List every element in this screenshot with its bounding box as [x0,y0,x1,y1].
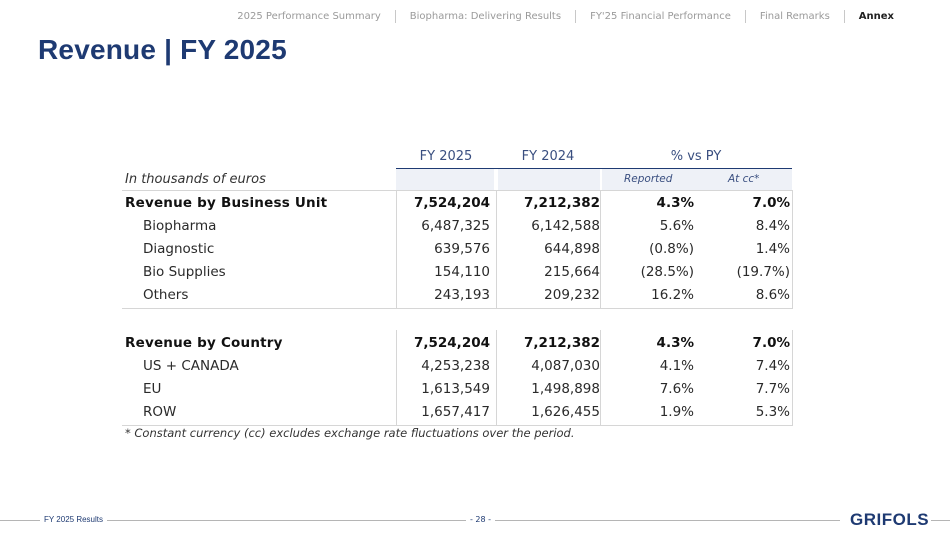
value-fy2025: 4,253,238 [421,358,490,374]
row-divider [122,425,793,426]
row-label: EU [143,381,162,397]
row-label: Revenue by Business Unit [125,195,328,211]
row-label: Bio Supplies [143,264,226,280]
footer-rule [0,520,840,521]
value-at-cc: (19.7%) [736,264,790,280]
table-row: ROW 1,657,417 1,626,455 1.9% 5.3% [122,401,794,424]
col-divider [600,330,601,425]
value-fy2024: 7,212,382 [523,335,600,351]
grifols-logo: GRIFOLS [848,510,932,530]
subheader-bg-pct [602,169,792,190]
value-at-cc: 7.7% [755,381,790,397]
value-fy2025: 7,524,204 [413,335,490,351]
value-fy2025: 639,576 [434,241,490,257]
value-reported: 16.2% [651,287,694,303]
value-fy2025: 6,487,325 [421,218,490,234]
value-at-cc: 7.0% [752,195,790,211]
value-at-cc: 8.4% [755,218,790,234]
value-reported: 5.6% [659,218,694,234]
value-fy2024: 6,142,588 [531,218,600,234]
value-reported: (0.8%) [649,241,694,257]
value-at-cc: 1.4% [755,241,790,257]
units-label: In thousands of euros [125,172,266,187]
value-fy2024: 4,087,030 [531,358,600,374]
page-number: - 28 - [466,515,496,524]
value-fy2025: 1,613,549 [421,381,490,397]
row-label: ROW [143,404,177,420]
header-underline [396,168,792,169]
subheader-bg-fy25 [396,169,494,190]
table-row: US + CANADA 4,253,238 4,087,030 4.1% 7.4… [122,355,794,378]
subheader-at-cc: At cc* [728,173,760,185]
footer-rule [920,520,950,521]
footnote: * Constant currency (cc) excludes exchan… [125,426,575,440]
value-reported: 7.6% [659,381,694,397]
value-fy2025: 1,657,417 [421,404,490,420]
value-fy2024: 644,898 [544,241,600,257]
value-reported: 4.3% [656,195,694,211]
header-fy2025: FY 2025 [419,149,473,164]
nav-item-performance-summary[interactable]: 2025 Performance Summary [237,11,381,22]
subheader-reported: Reported [624,173,673,185]
col-divider [496,190,497,308]
value-reported: (28.5%) [640,264,694,280]
value-fy2024: 7,212,382 [523,195,600,211]
row-divider [122,308,793,309]
table-row: Revenue by Country 7,524,204 7,212,382 4… [122,332,794,355]
row-divider [122,190,793,191]
table-row: Revenue by Business Unit 7,524,204 7,212… [122,192,794,215]
header-fy2024: FY 2024 [521,149,575,164]
col-divider [396,330,397,425]
row-label: Biopharma [143,218,217,234]
value-fy2024: 1,626,455 [531,404,600,420]
col-divider [792,330,793,425]
header-vs-py: % vs PY [670,149,722,164]
value-fy2025: 7,524,204 [413,195,490,211]
row-label: Diagnostic [143,241,215,257]
row-label: Others [143,287,189,303]
col-divider [396,190,397,308]
row-label: US + CANADA [143,358,239,374]
table-row: EU 1,613,549 1,498,898 7.6% 7.7% [122,378,794,401]
value-at-cc: 7.4% [755,358,790,374]
col-divider [600,190,601,308]
nav-item-annex[interactable]: Annex [843,10,908,23]
nav-item-final-remarks[interactable]: Final Remarks [744,10,844,23]
col-divider [496,330,497,425]
value-reported: 4.1% [659,358,694,374]
table-row: Biopharma 6,487,325 6,142,588 5.6% 8.4% [122,215,794,238]
value-reported: 4.3% [656,335,694,351]
value-at-cc: 5.3% [755,404,790,420]
table-row: Others 243,193 209,232 16.2% 8.6% [122,284,794,307]
page-title: Revenue | FY 2025 [38,34,287,65]
subheader-bg-fy24 [498,169,600,190]
section-nav: 2025 Performance Summary Biopharma: Deli… [223,10,908,23]
row-label: Revenue by Country [125,335,283,351]
value-fy2024: 1,498,898 [531,381,600,397]
nav-item-biopharma[interactable]: Biopharma: Delivering Results [394,10,575,23]
value-fy2024: 209,232 [544,287,600,303]
value-fy2025: 243,193 [434,287,490,303]
value-fy2025: 154,110 [434,264,490,280]
value-at-cc: 8.6% [755,287,790,303]
col-divider [792,190,793,308]
table-row: Diagnostic 639,576 644,898 (0.8%) 1.4% [122,238,794,261]
value-reported: 1.9% [659,404,694,420]
footer-deck-title: FY 2025 Results [40,515,107,524]
value-fy2024: 215,664 [544,264,600,280]
table-row: Bio Supplies 154,110 215,664 (28.5%) (19… [122,261,794,284]
nav-item-financial-performance[interactable]: FY'25 Financial Performance [575,10,745,23]
value-at-cc: 7.0% [752,335,790,351]
